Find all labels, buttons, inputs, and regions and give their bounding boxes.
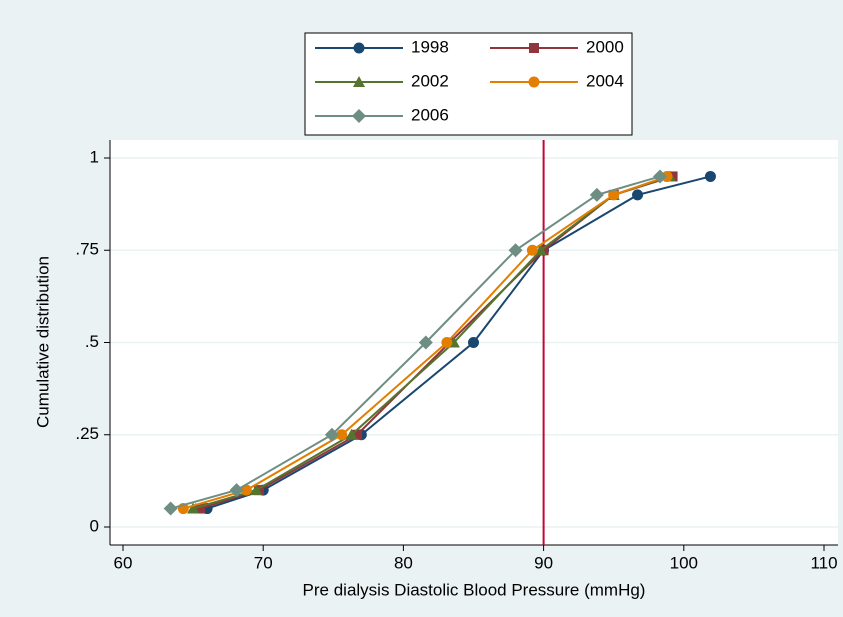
legend-label: 2004 (586, 71, 624, 90)
y-tick-label: .75 (75, 240, 99, 259)
x-tick-label: 100 (670, 553, 698, 572)
marker (508, 243, 523, 258)
marker (345, 428, 358, 440)
legend-label: 2006 (411, 105, 449, 124)
x-tick-label: 80 (394, 553, 413, 572)
y-tick-label: .5 (85, 332, 99, 351)
marker (187, 502, 200, 514)
y-tick-label: 1 (90, 147, 99, 166)
x-tick-label: 110 (810, 553, 837, 572)
legend-label: 1998 (411, 37, 449, 56)
y-tick-label: 0 (90, 516, 99, 535)
marker (324, 427, 339, 442)
marker (652, 169, 667, 184)
marker (195, 503, 206, 514)
marker (441, 337, 453, 348)
legend-label: 2000 (586, 37, 624, 56)
marker (336, 429, 348, 441)
marker (250, 484, 263, 496)
marker (352, 109, 366, 123)
y-tick-label: .25 (75, 424, 99, 443)
x-axis-title: Pre dialysis Diastolic Blood Pressure (m… (303, 580, 646, 599)
marker (229, 483, 244, 498)
marker (534, 244, 547, 256)
x-tick-label: 90 (534, 553, 553, 572)
marker (632, 189, 644, 201)
marker (418, 335, 433, 350)
marker (352, 429, 363, 440)
y-axis-title: Cumulative distribution (33, 256, 52, 428)
marker (468, 337, 479, 348)
marker (353, 42, 365, 54)
marker (528, 76, 540, 88)
marker (163, 501, 178, 516)
marker (608, 189, 620, 201)
marker (240, 484, 252, 496)
marker (704, 170, 716, 182)
x-tick-label: 70 (254, 553, 273, 572)
x-tick-label: 60 (114, 553, 133, 572)
marker (526, 244, 538, 256)
marker (529, 43, 539, 53)
legend-label: 2002 (411, 71, 449, 90)
marker (661, 170, 673, 182)
marker (353, 76, 365, 87)
marker (589, 187, 604, 202)
